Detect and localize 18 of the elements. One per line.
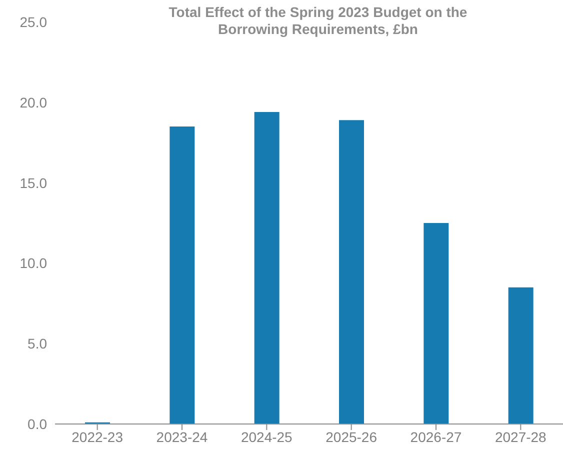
x-tick-label: 2023-24 (156, 428, 208, 445)
y-tick-label: 0.0 (28, 416, 48, 432)
bar (170, 126, 195, 424)
chart-title: Total Effect of the Spring 2023 Budget on the Borrowing Requirements, £bn (168, 4, 468, 38)
y-tick-label: 5.0 (28, 336, 48, 352)
y-tick-label: 10.0 (20, 255, 48, 272)
y-tick-label: 25.0 (20, 14, 48, 30)
x-tick-label: 2024-25 (240, 428, 293, 445)
bar (339, 120, 364, 424)
x-tick-label: 2025-26 (326, 428, 378, 445)
bar (424, 223, 449, 424)
x-tick-label: 2027-28 (494, 428, 547, 445)
y-tick-label: 20.0 (20, 94, 48, 110)
x-tick-label: 2026-27 (410, 428, 462, 445)
bar (254, 112, 280, 424)
x-tick-label: 2022-23 (72, 428, 124, 445)
y-tick-label: 15.0 (20, 174, 48, 191)
bar (508, 287, 534, 424)
